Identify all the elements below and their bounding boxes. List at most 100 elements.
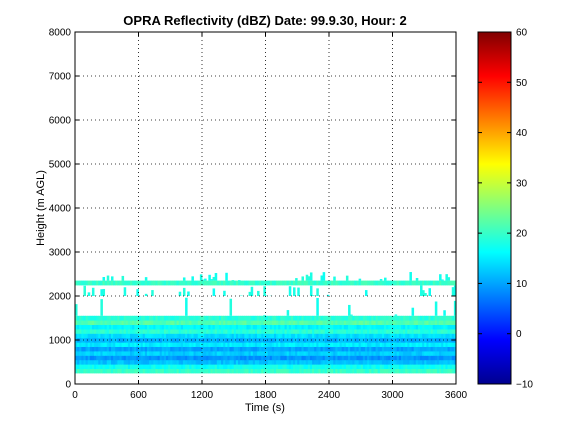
heatmap-cell [377, 368, 381, 374]
heatmap-cell [307, 359, 311, 365]
heatmap-cell [185, 337, 188, 343]
heatmap-cell [176, 364, 180, 369]
heatmap-cell [424, 355, 427, 361]
heatmap-cell [428, 315, 431, 321]
heatmap-cell [415, 359, 419, 365]
heatmap-cell [356, 359, 360, 365]
heatmap-cell [379, 359, 383, 365]
heatmap-cell [221, 324, 224, 330]
heatmap-cell [405, 364, 408, 369]
heatmap-cell [254, 351, 258, 356]
heatmap-cell [447, 315, 451, 321]
heatmap-cell [284, 280, 288, 286]
heatmap-cell [77, 346, 80, 352]
heatmap-cell [106, 364, 110, 369]
heatmap-cell [322, 351, 326, 356]
heatmap-cell [305, 333, 309, 339]
heatmap-cell [428, 364, 431, 369]
heatmap-cell [290, 346, 294, 352]
heatmap-cell [166, 315, 169, 321]
heatmap-cell [221, 329, 224, 334]
heatmap-cell [441, 342, 444, 347]
heatmap-cell [280, 346, 283, 352]
heatmap-cell [394, 314, 398, 316]
heatmap-cell [166, 320, 169, 325]
heatmap-cell [144, 364, 148, 369]
heatmap-cell [87, 324, 91, 330]
heatmap-cell [267, 351, 271, 356]
heatmap-cell [193, 368, 197, 374]
heatmap-cell [439, 333, 442, 339]
heatmap-cell [271, 337, 275, 343]
heatmap-cell [210, 346, 213, 352]
heatmap-cell [358, 355, 362, 361]
heatmap-cell [240, 351, 243, 356]
heatmap-cell [252, 342, 256, 347]
heatmap-cell [367, 315, 370, 321]
heatmap-cell [104, 364, 108, 369]
heatmap-cell [168, 320, 171, 325]
heatmap-cell [337, 364, 340, 369]
heatmap-cell [246, 346, 249, 352]
heatmap-cell [369, 359, 372, 365]
heatmap-cell [286, 333, 290, 339]
heatmap-cell [89, 315, 93, 321]
heatmap-cell [337, 280, 340, 286]
heatmap-cell [113, 329, 116, 334]
heatmap-cell [254, 329, 258, 334]
heatmap-cell [252, 368, 256, 374]
heatmap-cell [326, 337, 330, 343]
heatmap-cell [314, 280, 317, 286]
heatmap-cell [400, 351, 404, 356]
heatmap-cell [193, 280, 197, 286]
heatmap-cell [223, 351, 226, 356]
heatmap-cell [208, 274, 211, 281]
heatmap-cell [123, 333, 127, 339]
heatmap-cell [360, 342, 364, 347]
heatmap-cell [229, 364, 233, 369]
heatmap-cell [132, 355, 135, 361]
heatmap-cell [252, 333, 256, 339]
heatmap-cell [284, 364, 288, 369]
heatmap-cell [240, 346, 243, 352]
heatmap-cell [424, 333, 427, 339]
heatmap-cell [447, 342, 451, 347]
heatmap-cell [231, 337, 235, 343]
heatmap-cell [297, 315, 300, 321]
heatmap-cell [445, 337, 448, 343]
heatmap-cell [79, 364, 82, 369]
heatmap-cell [426, 346, 429, 352]
heatmap-cell [132, 342, 135, 347]
heatmap-cell [388, 359, 391, 365]
heatmap-cell [312, 315, 315, 321]
heatmap-cell [424, 293, 427, 296]
heatmap-cell [89, 364, 93, 369]
heatmap-cell [231, 368, 235, 374]
heatmap-cell [388, 315, 391, 321]
heatmap-cell [81, 355, 84, 361]
heatmap-cell [134, 320, 137, 325]
heatmap-cell [142, 359, 146, 365]
heatmap-cell [191, 368, 194, 374]
heatmap-cell [362, 351, 366, 356]
heatmap-cell [127, 320, 131, 325]
heatmap-cell [259, 364, 262, 369]
heatmap-cell [153, 337, 156, 343]
heatmap-cell [293, 368, 296, 374]
heatmap-cell [335, 346, 338, 352]
heatmap-cell [110, 346, 114, 352]
heatmap-cell [144, 355, 148, 361]
heatmap-cell [350, 314, 353, 316]
heatmap-cell [191, 346, 194, 352]
heatmap-cell [121, 364, 125, 369]
heatmap-cell [288, 324, 292, 330]
heatmap-cell [163, 351, 167, 356]
heatmap-cell [227, 315, 230, 321]
heatmap-cell [453, 364, 456, 369]
heatmap-cell [299, 368, 302, 374]
heatmap-cell [138, 351, 142, 356]
heatmap-cell [333, 368, 336, 374]
colorbar-tick-label: 10 [516, 279, 528, 290]
heatmap-cell [229, 351, 233, 356]
heatmap-cell [132, 346, 135, 352]
